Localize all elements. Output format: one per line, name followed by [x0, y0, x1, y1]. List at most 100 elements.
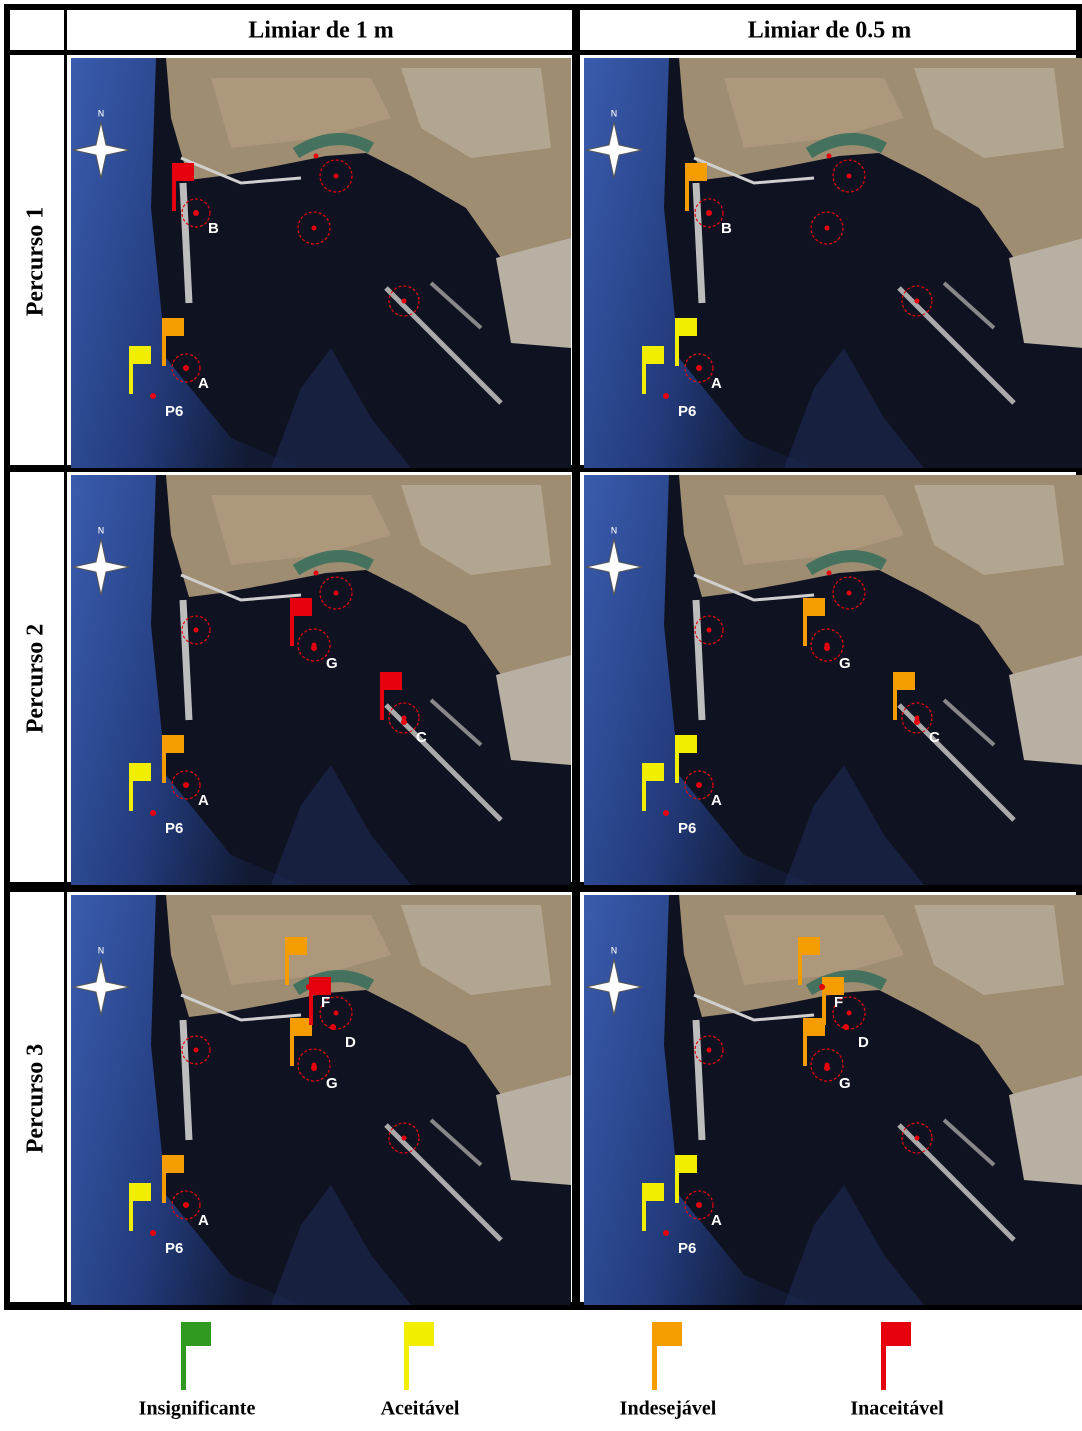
risk-flag: [172, 163, 194, 181]
map-panel: P6 A B: [71, 58, 571, 468]
site-label: D: [345, 1034, 356, 1051]
legend-label: Insignificante: [139, 1398, 256, 1420]
site-label: B: [721, 220, 732, 237]
site-point: [311, 1065, 317, 1071]
site-label: D: [858, 1034, 869, 1051]
risk-flag: [290, 598, 312, 616]
site-point: [193, 210, 199, 216]
site-point: [150, 1230, 156, 1236]
column-header: Limiar de 1 m: [248, 18, 394, 44]
risk-flag: [642, 763, 664, 781]
satellite-map: [584, 895, 1082, 1305]
risk-flag: [675, 318, 697, 336]
legend-label: Aceitável: [381, 1398, 460, 1420]
risk-flag: [309, 977, 331, 995]
site-label: G: [326, 655, 338, 672]
legend-label: Inaceitável: [850, 1398, 944, 1420]
risk-flag: [675, 1155, 697, 1173]
figure: N Limiar de 1 mLimiar de 0.5 mPercurso 1…: [0, 0, 1082, 1426]
risk-flag: [803, 598, 825, 616]
site-label: A: [711, 1212, 722, 1229]
site-point: [663, 810, 669, 816]
risk-flag: [129, 763, 151, 781]
site-point: [824, 645, 830, 651]
site-point: [696, 365, 702, 371]
satellite-map: [71, 895, 571, 1305]
risk-flag: [893, 672, 915, 690]
row-header: Percurso 2: [23, 624, 49, 734]
site-label: P6: [678, 403, 696, 420]
satellite-map: [71, 475, 571, 885]
site-point: [663, 393, 669, 399]
risk-flag: [798, 937, 820, 955]
risk-flag: [822, 977, 844, 995]
risk-flag: [685, 163, 707, 181]
site-label: A: [711, 375, 722, 392]
site-label: F: [834, 994, 843, 1011]
site-label: A: [198, 1212, 209, 1229]
site-label: G: [839, 1075, 851, 1092]
satellite-map: [584, 475, 1082, 885]
map-panel: P6 A G D F: [71, 895, 571, 1305]
legend-flag: [181, 1322, 211, 1346]
site-point: [706, 210, 712, 216]
site-point: [306, 984, 312, 990]
column-header: Limiar de 0.5 m: [748, 18, 912, 44]
site-point: [330, 1024, 336, 1030]
site-label: B: [208, 220, 219, 237]
site-label: F: [321, 994, 330, 1011]
map-panel: P6 A C G: [71, 475, 571, 885]
site-point: [183, 782, 189, 788]
site-point: [401, 719, 407, 725]
site-point: [183, 1202, 189, 1208]
site-point: [663, 1230, 669, 1236]
risk-flag: [162, 318, 184, 336]
site-label: C: [416, 729, 427, 746]
site-point: [696, 1202, 702, 1208]
site-label: G: [839, 655, 851, 672]
site-label: P6: [165, 403, 183, 420]
site-label: A: [711, 792, 722, 809]
site-point: [311, 645, 317, 651]
site-point: [696, 782, 702, 788]
corner-cell: [10, 10, 64, 50]
site-label: P6: [678, 820, 696, 837]
risk-flag: [803, 1018, 825, 1036]
site-point: [824, 1065, 830, 1071]
risk-flag: [129, 346, 151, 364]
site-point: [819, 984, 825, 990]
map-panel: P6 A C G: [584, 475, 1082, 885]
site-point: [914, 719, 920, 725]
risk-flag: [285, 937, 307, 955]
risk-flag: [642, 1183, 664, 1201]
risk-flag: [380, 672, 402, 690]
site-label: A: [198, 375, 209, 392]
legend-flag: [652, 1322, 682, 1346]
risk-flag: [675, 735, 697, 753]
site-label: C: [929, 729, 940, 746]
site-label: G: [326, 1075, 338, 1092]
map-panel: P6 A G D F: [584, 895, 1082, 1305]
risk-flag: [642, 346, 664, 364]
legend-flag: [404, 1322, 434, 1346]
risk-flag: [290, 1018, 312, 1036]
site-label: P6: [165, 1240, 183, 1257]
satellite-map: [71, 58, 571, 468]
risk-flag: [162, 735, 184, 753]
row-header: Percurso 3: [23, 1044, 49, 1154]
legend-flag: [881, 1322, 911, 1346]
site-point: [183, 365, 189, 371]
risk-flag: [162, 1155, 184, 1173]
page: {"header": {"columns": ["Limiar de 1 m",…: [0, 0, 1082, 1426]
risk-flag: [129, 1183, 151, 1201]
satellite-map: [584, 58, 1082, 468]
row-header: Percurso 1: [23, 207, 49, 317]
site-label: P6: [678, 1240, 696, 1257]
map-panel: P6 A B: [584, 58, 1082, 468]
site-point: [843, 1024, 849, 1030]
site-point: [150, 810, 156, 816]
legend-label: Indesejável: [620, 1398, 717, 1420]
site-point: [150, 393, 156, 399]
site-label: A: [198, 792, 209, 809]
site-label: P6: [165, 820, 183, 837]
